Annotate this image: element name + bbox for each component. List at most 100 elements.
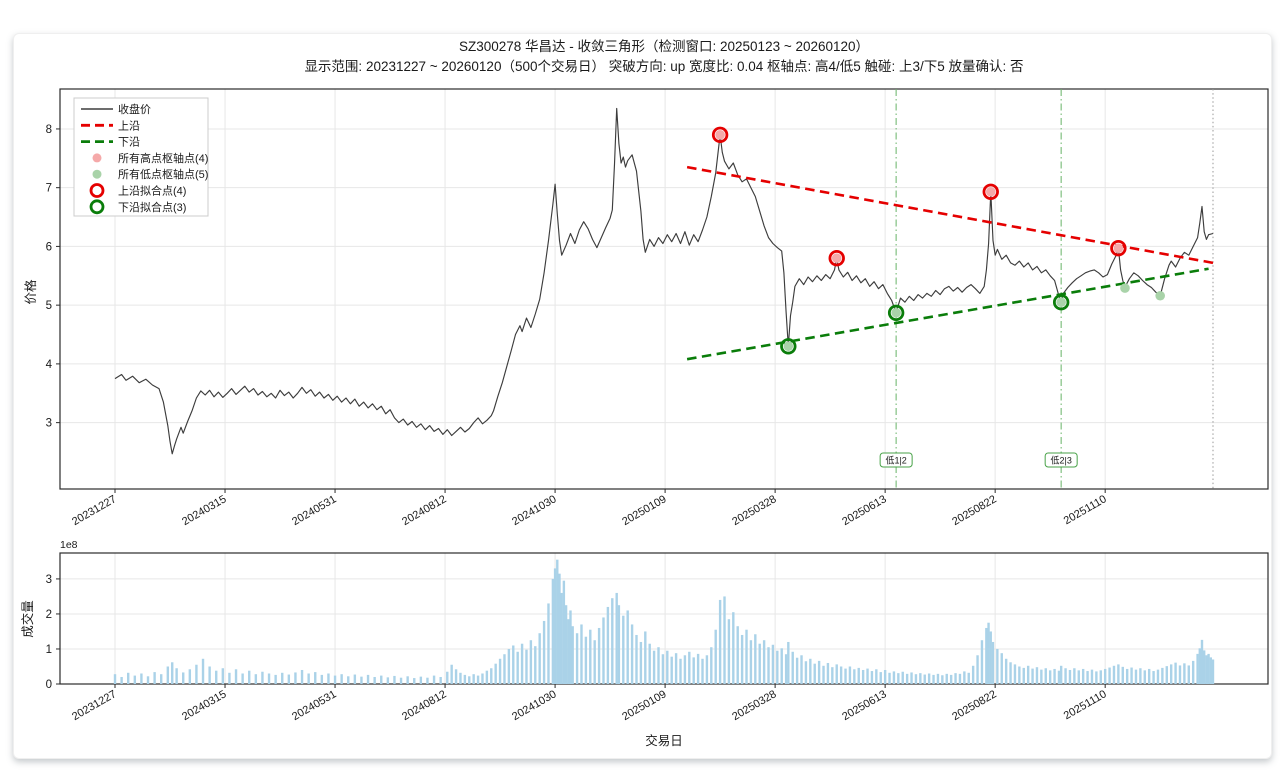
volume-bar <box>113 674 117 684</box>
volume-bar <box>611 598 614 684</box>
volume-bar <box>941 675 944 684</box>
low-pivot-dot <box>1056 297 1066 308</box>
volume-bar <box>661 654 665 684</box>
volume-bar <box>1026 665 1030 684</box>
volume-bar <box>439 676 442 684</box>
volume-bar <box>498 658 502 684</box>
volume-bar <box>813 663 816 684</box>
x-tick-label: 20231227 <box>70 688 118 723</box>
volume-bar <box>538 633 541 684</box>
volume-bar <box>630 624 634 684</box>
volume-bar <box>1125 668 1129 684</box>
volume-bar <box>1004 658 1008 684</box>
legend-sample-ring <box>89 183 105 198</box>
volume-bar <box>602 617 605 684</box>
volume-bar <box>1198 648 1201 684</box>
price-y-axis-label: 价格 <box>23 279 38 305</box>
volume-bar <box>989 631 992 684</box>
volume-bar <box>1031 668 1034 684</box>
volume-bar <box>679 658 682 684</box>
volume-bar <box>1211 659 1215 684</box>
volume-bar <box>870 671 874 684</box>
volume-bar <box>1209 657 1212 684</box>
volume-bar <box>201 658 205 684</box>
volume-bar <box>353 674 357 684</box>
legend-sample-dot <box>92 169 102 179</box>
volume-bar <box>822 665 825 684</box>
x-tick-label: 20250613 <box>840 493 888 528</box>
volume-bar <box>652 650 656 684</box>
volume-bar <box>564 605 568 684</box>
x-tick-label: 20250822 <box>950 493 998 528</box>
volume-bar <box>1169 664 1173 684</box>
legend-sample-ring <box>89 199 105 215</box>
y-tick-label: 8 <box>46 124 52 136</box>
volume-bar <box>897 673 900 684</box>
touch-annotation-label: 低2|3 <box>1050 455 1071 466</box>
volume-bar <box>274 674 277 684</box>
volume-bar <box>1196 653 1199 684</box>
high-pivot-dot <box>831 253 842 263</box>
volume-bar <box>248 670 251 684</box>
volume-bar <box>516 651 519 684</box>
volume-bar <box>787 641 790 684</box>
volume-bar <box>718 599 722 684</box>
volume-bar <box>340 674 343 684</box>
volume-bar <box>140 673 143 684</box>
volume-bar <box>503 654 506 684</box>
upper-fit-ring <box>982 183 999 200</box>
y-tick-label: 3 <box>46 574 52 586</box>
x-axis-label: 交易日 <box>645 733 683 748</box>
chart-subtitle: 显示范围: 20231227 ~ 20260120（500个交易日） 突破方向:… <box>304 58 1023 74</box>
volume-bar <box>1165 666 1168 684</box>
price-line <box>114 107 1214 455</box>
volume-bar <box>393 675 396 684</box>
volume-bar <box>976 655 979 684</box>
volume-bar <box>963 671 966 684</box>
volume-bar <box>254 674 258 684</box>
x-tick-label: 20240531 <box>290 688 338 723</box>
x-tick-label: 20250328 <box>730 493 778 528</box>
volume-bar <box>166 666 170 684</box>
y-tick-label: 2 <box>46 609 52 621</box>
volume-bar <box>1064 668 1067 684</box>
legend-item-label: 下沿拟合点(3) <box>118 200 186 214</box>
volume-bar <box>644 631 647 684</box>
volume-bar <box>127 672 130 684</box>
volume-bar <box>261 671 264 684</box>
volume-bar <box>683 655 687 684</box>
volume-bar <box>910 672 913 684</box>
low-pivot-dot <box>891 307 901 318</box>
volume-bar <box>980 640 984 684</box>
axes-spine <box>59 88 1269 490</box>
volume-bar <box>547 603 550 684</box>
volume-bar <box>347 676 350 684</box>
volume-bar <box>281 672 284 684</box>
volume-bar <box>1048 670 1052 684</box>
volume-bar <box>936 673 940 684</box>
volume-bar <box>736 626 739 684</box>
volume-bar <box>888 672 891 684</box>
volume-bar <box>195 664 198 684</box>
volume-bar <box>780 648 783 684</box>
lower-fit-ring <box>887 304 905 321</box>
volume-bar <box>399 677 403 684</box>
volume-bar <box>1090 669 1094 684</box>
volume-bar <box>949 674 953 684</box>
volume-bar <box>1183 663 1186 684</box>
volume-bar <box>450 664 453 684</box>
volume-bar <box>1044 668 1047 684</box>
volume-bar <box>666 650 669 684</box>
volume-panel: 0 1 2 3 20231227 20240315 20240531 20240812 2024… <box>46 552 1269 723</box>
volume-bar <box>413 678 416 684</box>
volume-bar <box>525 649 528 684</box>
triangle-detection-chart: SZ300278 华昌达 - 收敛三角形（检测窗口: 20250123 ~ 20… <box>20 38 1269 748</box>
volume-bar <box>481 673 484 684</box>
volume-bar <box>919 673 922 684</box>
volume-bar <box>1035 667 1039 684</box>
volume-bar <box>307 673 310 684</box>
volume-bar <box>901 671 904 684</box>
volume-bar <box>1022 667 1025 684</box>
legend-item-label: 上沿 <box>118 119 140 132</box>
volume-bar <box>512 645 515 684</box>
